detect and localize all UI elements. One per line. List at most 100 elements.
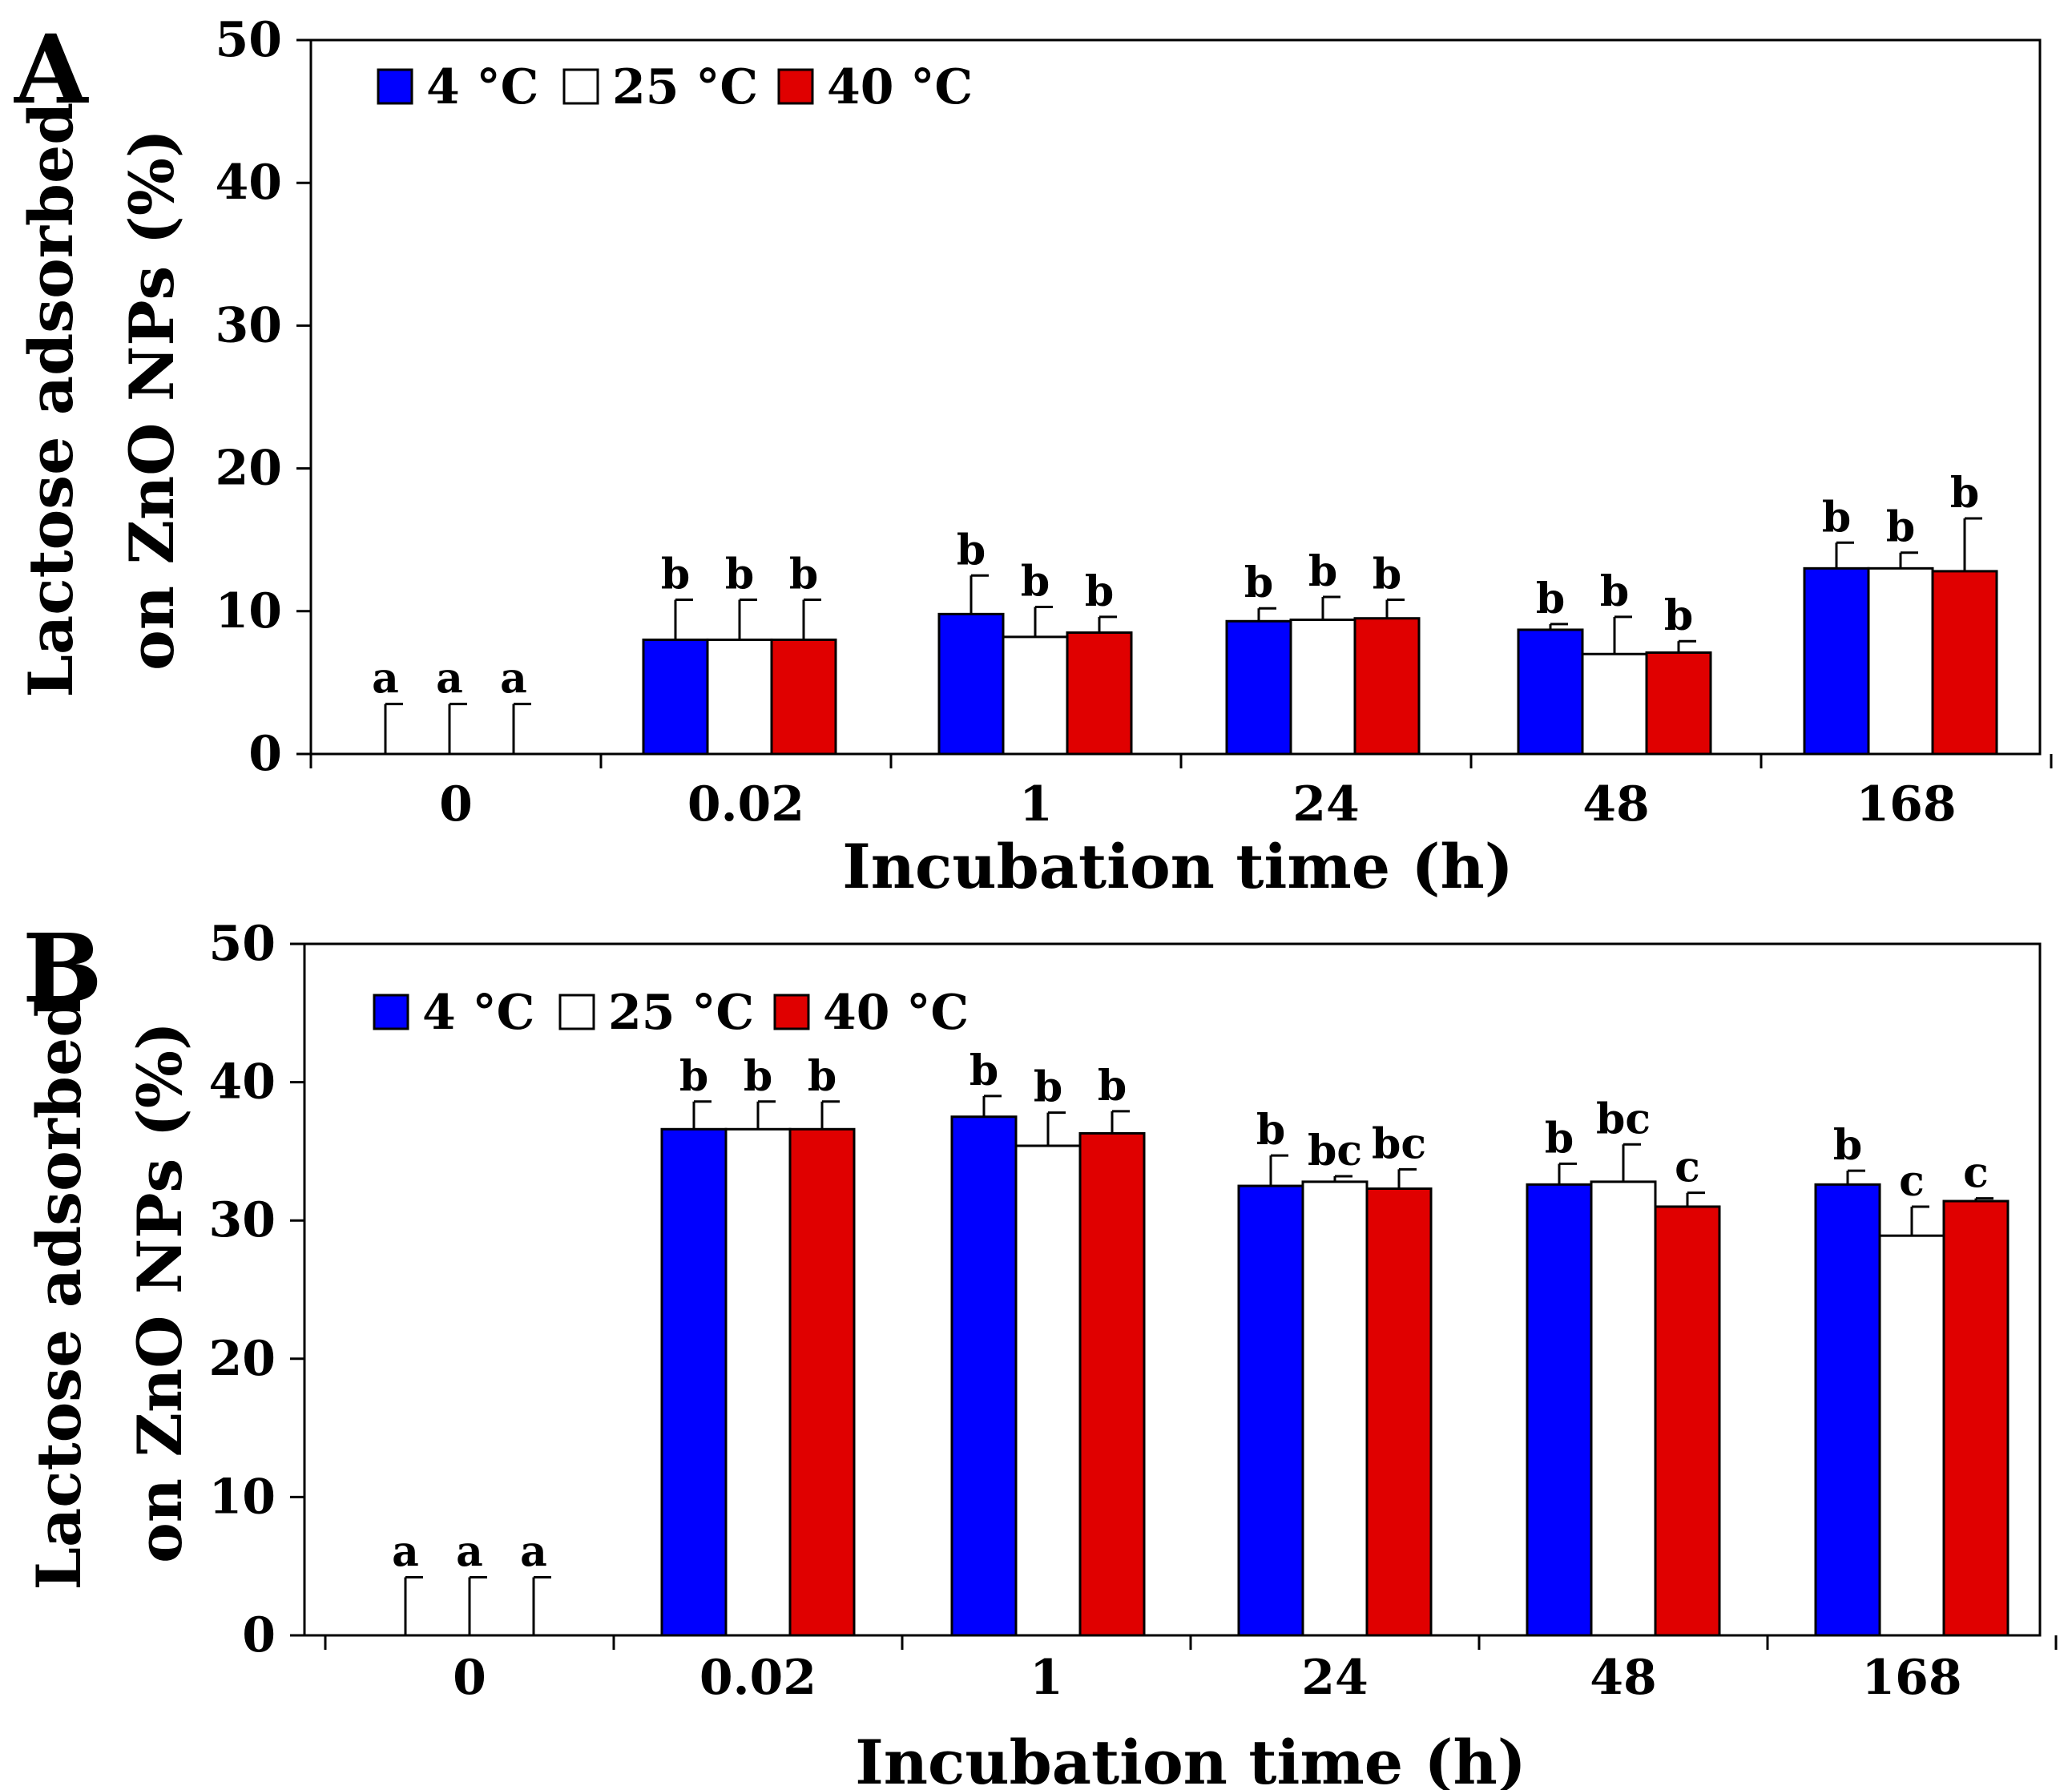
y-tick-label: 0 — [242, 1607, 276, 1663]
y-axis-title-line1-b: Lactose adsorbed — [23, 995, 95, 1590]
bar-40c-24 — [1365, 1187, 1433, 1637]
y-tick-label: 50 — [216, 12, 283, 68]
y-axis-title-a: Lactose adsorbed on ZnO NPs (%) — [15, 103, 187, 698]
significance-letter: b — [744, 1052, 772, 1101]
significance-letter: b — [957, 526, 986, 574]
x-tick-label: 0 — [453, 1650, 486, 1706]
y-ticks-a: 0 10 20 30 40 50 — [216, 12, 311, 782]
legend-label: 40 °C — [827, 59, 973, 115]
y-tick-label: 0 — [248, 726, 282, 782]
bar-4c-168 — [1814, 1183, 1881, 1637]
bar-40c-0.02 — [788, 1127, 856, 1637]
bar-4c-24 — [1225, 619, 1292, 756]
significance-letter: a — [392, 1528, 419, 1577]
bar-40c-0.02 — [770, 638, 837, 756]
significance-letter: b — [1664, 591, 1693, 640]
significance-letter: b — [1244, 558, 1273, 607]
bars-a — [642, 566, 1998, 756]
significance-letter: b — [1098, 1062, 1127, 1111]
bar-4c-1 — [950, 1115, 1018, 1637]
y-axis-title-line2-b: on ZnO NPs (%) — [124, 1022, 196, 1563]
bar-40c-48 — [1645, 651, 1712, 756]
significance-letter: b — [1308, 547, 1337, 596]
significance-letter: b — [1536, 574, 1565, 623]
x-tick-label: 24 — [1301, 1650, 1369, 1706]
significance-letter: b — [1021, 557, 1050, 606]
y-tick-label: 10 — [216, 583, 283, 639]
significance-letter: b — [1600, 567, 1629, 616]
significance-letter: b — [725, 550, 754, 599]
bar-25c-1 — [1014, 1144, 1082, 1637]
y-tick-label: 20 — [216, 441, 283, 497]
x-tick-label: 0 — [439, 776, 473, 833]
legend-label: 4 °C — [422, 985, 534, 1041]
significance-letter: b — [808, 1052, 836, 1101]
y-axis-title-b: Lactose adsorbed on ZnO NPs (%) — [23, 995, 196, 1590]
x-axis-title-a: Incubation time (h) — [842, 831, 1513, 902]
error-bars-b — [404, 1095, 1993, 1635]
significance-letter: b — [1256, 1106, 1285, 1155]
significance-letter: b — [1950, 469, 1979, 518]
legend-swatch — [558, 994, 595, 1030]
bar-40c-1 — [1066, 631, 1133, 756]
bar-40c-48 — [1654, 1205, 1721, 1637]
significance-letter: b — [1034, 1063, 1062, 1112]
significance-letters-b: a a ab b b b b bb bc bc b bcc bc c — [392, 1046, 1989, 1577]
significance-letter: b — [1822, 493, 1851, 542]
x-tick-label: 1 — [1019, 776, 1053, 833]
significance-letter: b — [1545, 1114, 1574, 1163]
plot-frame-b — [303, 942, 2042, 1637]
significance-letter: b — [1886, 503, 1915, 552]
significance-letter: b — [789, 550, 818, 599]
significance-letter: b — [679, 1052, 708, 1101]
x-tick-label: 48 — [1590, 1650, 1657, 1706]
legend-swatch — [773, 994, 810, 1030]
significance-letter: bc — [1372, 1119, 1426, 1168]
x-tick-label: 1 — [1030, 1650, 1063, 1706]
bar-4c-0.02 — [660, 1127, 728, 1637]
bars-b — [660, 1115, 2010, 1637]
significance-letter: b — [969, 1046, 998, 1095]
significance-letter: a — [372, 655, 399, 704]
legend-label: 40 °C — [823, 985, 969, 1041]
bar-25c-0.02 — [706, 638, 773, 756]
x-tick-label: 24 — [1292, 776, 1360, 833]
y-tick-label: 20 — [209, 1331, 276, 1387]
x-axis-title-b: Incubation time (h) — [855, 1727, 1526, 1790]
bar-40c-168 — [1942, 1199, 2010, 1637]
legend-swatch — [777, 68, 814, 105]
legend-b: 4 °C 25 °C 40 °C — [373, 985, 969, 1041]
bar-25c-168 — [1867, 566, 1934, 756]
significance-letter: bc — [1596, 1095, 1651, 1143]
significance-letter: a — [500, 655, 527, 704]
x-tick-label: 0.02 — [687, 776, 804, 833]
bar-25c-168 — [1878, 1234, 1945, 1637]
bar-4c-24 — [1237, 1184, 1304, 1637]
significance-letters-a: a a ab b b bb b b b b b b bb bb — [372, 469, 1979, 704]
bar-40c-24 — [1353, 617, 1421, 756]
bar-4c-48 — [1526, 1183, 1593, 1637]
significance-letter: c — [1899, 1157, 1925, 1206]
bar-4c-48 — [1517, 628, 1584, 756]
significance-letter: a — [436, 655, 463, 704]
y-axis-title-line2-a: on ZnO NPs (%) — [116, 129, 187, 671]
y-ticks-b: 0 10 20 30 40 50 — [209, 916, 304, 1663]
significance-letter: a — [520, 1528, 547, 1577]
legend-swatch — [373, 994, 409, 1030]
bar-4c-1 — [937, 612, 1005, 756]
significance-letter: b — [661, 550, 690, 599]
bar-4c-0.02 — [642, 638, 709, 756]
panel-letter-a: A — [14, 14, 89, 125]
panel-letter-b: B — [22, 913, 103, 1024]
legend-label: 25 °C — [612, 59, 758, 115]
significance-letter: b — [1373, 550, 1401, 599]
significance-letter: bc — [1308, 1127, 1362, 1175]
y-tick-label: 30 — [216, 297, 283, 353]
significance-letter: b — [1833, 1121, 1862, 1170]
x-ticks-b: 0 0.02 1 24 48 168 — [324, 1635, 2058, 1706]
y-tick-label: 30 — [209, 1192, 276, 1248]
significance-letter: b — [1085, 567, 1114, 616]
significance-letter: c — [1963, 1149, 1989, 1198]
bar-40c-1 — [1078, 1131, 1146, 1637]
